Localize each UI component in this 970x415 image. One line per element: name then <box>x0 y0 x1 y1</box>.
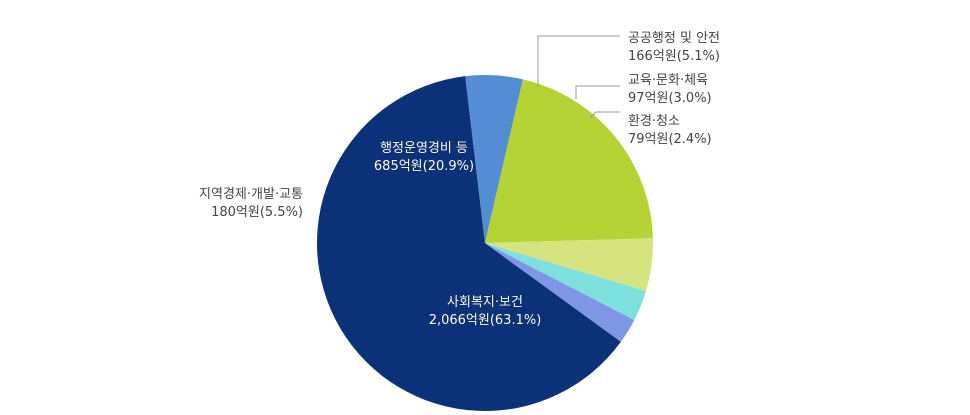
slice-value-label: 180억원(5.5%) <box>211 205 303 220</box>
label-social-welfare: 사회복지·보건 2,066억원(63.1%) <box>429 295 542 328</box>
label-environment: 환경·청소 79억원(2.4%) <box>628 114 712 147</box>
slice-admin-expenses <box>485 79 653 243</box>
slice-category-label: 행정운영경비 등 <box>380 140 468 156</box>
slice-value-label: 2,066억원(63.1%) <box>429 313 542 328</box>
slice-education-culture <box>485 243 646 321</box>
slice-labels: 사회복지·보건 2,066억원(63.1%) 지역경제·개발·교통 180억원(5.5… <box>199 30 720 328</box>
label-admin-expenses: 행정운영경비 등 685억원(20.9%) <box>374 140 474 174</box>
slice-environment <box>485 243 635 342</box>
label-regional-economy: 지역경제·개발·교통 180억원(5.5%) <box>199 187 303 220</box>
slice-category-label: 환경·청소 <box>628 114 680 129</box>
slice-category-label: 교육·문화·체육 <box>628 73 708 88</box>
slice-value-label: 97억원(3.0%) <box>628 91 712 106</box>
slice-regional-economy <box>465 75 523 243</box>
leader-lines <box>537 35 620 119</box>
leader-line <box>589 111 620 119</box>
pie-slices <box>316 75 653 412</box>
slice-value-label: 685억원(20.9%) <box>374 159 474 174</box>
label-public-safety: 공공행정 및 안전 166억원(5.1%) <box>628 30 720 64</box>
slice-category-label: 사회복지·보건 <box>447 295 523 310</box>
label-education-culture: 교육·문화·체육 97억원(3.0%) <box>628 73 712 106</box>
slice-category-label: 공공행정 및 안전 <box>628 30 720 46</box>
slice-category-label: 지역경제·개발·교통 <box>199 187 303 202</box>
slice-value-label: 166억원(5.1%) <box>628 49 720 64</box>
slice-social-welfare <box>316 76 621 412</box>
leader-line <box>537 35 620 86</box>
slice-public-safety <box>485 238 653 292</box>
slice-value-label: 79억원(2.4%) <box>628 132 712 147</box>
leader-line <box>575 85 620 99</box>
